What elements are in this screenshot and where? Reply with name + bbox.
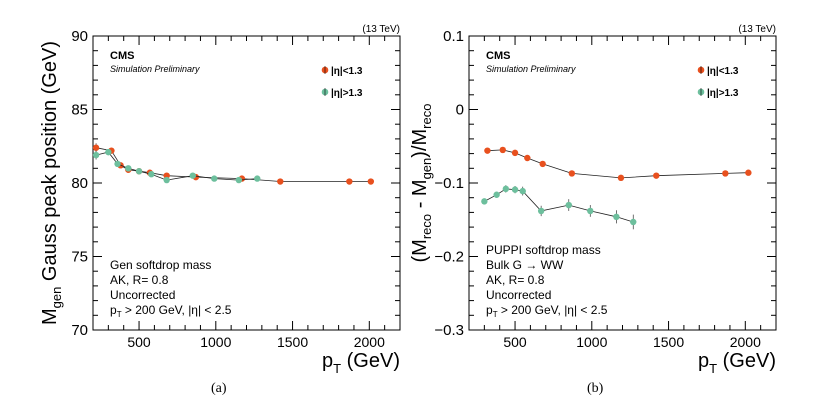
data-point: [499, 146, 506, 154]
y-tick-label: 0: [456, 102, 464, 119]
data-point: [493, 191, 500, 198]
annotation: pT > 200 GeV, |η| < 2.5: [486, 303, 608, 319]
energy-label: (13 TeV): [738, 24, 776, 35]
y-tick-label: 80: [71, 175, 88, 192]
y-tick-label: 0.1: [443, 28, 464, 45]
data-point: [745, 169, 752, 176]
data-point: [630, 218, 637, 226]
cms-label: CMS: [486, 50, 510, 62]
annotation: AK, R= 0.8: [110, 273, 169, 287]
series-line: [487, 149, 749, 179]
series-line: [484, 188, 634, 223]
x-tick-label: 1500: [653, 334, 684, 350]
data-point: [613, 213, 620, 221]
data-point: [537, 207, 545, 215]
data-point: [346, 178, 353, 185]
data-point: [653, 172, 660, 179]
y-tick-label: 85: [71, 102, 88, 119]
y-tick-label: 75: [71, 249, 88, 266]
cms-label: CMS: [110, 50, 134, 62]
series-0: [484, 146, 752, 182]
annotation: Uncorrected: [486, 288, 551, 302]
x-tick-label: 2000: [730, 334, 761, 350]
annotation: Bulk G → WW: [486, 258, 564, 272]
data-point: [484, 147, 491, 154]
x-tick-label: 1000: [576, 334, 607, 350]
data-point: [92, 151, 100, 159]
figure: 500 1000 1500 2000 70 75 80 85 90 (13 TeV) CMS Simu…: [39, 24, 777, 376]
data-point: [163, 172, 170, 179]
data-point: [105, 148, 112, 156]
data-point: [617, 174, 625, 182]
data-point: [148, 170, 155, 178]
data-point: [211, 175, 218, 182]
data-point: [367, 178, 375, 185]
data-point: [189, 172, 196, 179]
data-point: [568, 170, 576, 177]
y-tick-label: −0.3: [434, 322, 464, 339]
x-axis-title: pT (GeV): [322, 350, 400, 376]
energy-label: (13 TeV): [362, 24, 400, 35]
y-tick-label: 70: [71, 322, 88, 339]
simulation-label: Simulation Preliminary: [110, 64, 200, 74]
data-point: [254, 175, 261, 182]
x-tick-label: 1000: [200, 334, 231, 350]
data-point: [519, 187, 526, 195]
data-point: [235, 176, 243, 184]
legend-label: |η|<1.3: [707, 66, 739, 77]
data-point: [511, 186, 519, 193]
data-point: [587, 207, 594, 215]
series-1: [481, 185, 637, 230]
data-point: [502, 185, 510, 193]
y-tick-label: −0.2: [434, 249, 464, 266]
panel-b-caption: (b): [587, 381, 604, 396]
data-point: [539, 160, 546, 168]
y-tick-label: −0.1: [434, 175, 464, 192]
series-line: [96, 147, 371, 182]
x-tick-label: 2000: [354, 334, 385, 350]
data-point: [135, 168, 143, 175]
data-point: [114, 160, 121, 168]
series-0: [92, 143, 375, 185]
annotation: Uncorrected: [110, 288, 175, 302]
x-tick-label: 500: [503, 334, 527, 350]
annotation: Gen softdrop mass: [110, 258, 211, 272]
y-tick-label: 90: [71, 28, 88, 45]
data-point: [481, 198, 488, 205]
data-point: [565, 201, 572, 209]
data-point: [92, 144, 100, 151]
x-tick-label: 1500: [277, 334, 308, 350]
data-point: [722, 170, 729, 177]
legend-label: |η|>1.3: [331, 88, 363, 99]
panel-a-caption: (a): [211, 381, 227, 396]
legend-label: |η|<1.3: [331, 66, 363, 77]
y-axis-title: Mgen Gauss peak position (GeV): [39, 41, 64, 325]
simulation-label: Simulation Preliminary: [486, 64, 576, 74]
annotation: AK, R= 0.8: [486, 273, 545, 287]
data-point: [163, 176, 170, 184]
data-point: [524, 154, 531, 162]
x-axis-title: pT (GeV): [698, 350, 776, 376]
legend-label: |η|>1.3: [707, 88, 739, 99]
series-1: [92, 148, 261, 184]
panel-a: 500 1000 1500 2000 70 75 80 85 90 (13 TeV) CMS Simu…: [39, 24, 401, 376]
y-axis-title: (Mreco - Mgen)/Mreco: [409, 104, 434, 263]
panel-b: 500 1000 1500 2000 −0.3 −0.2 −0.1 0 0.1 (13 TeV) C…: [409, 24, 777, 376]
data-point: [277, 178, 284, 185]
x-tick-label: 500: [127, 334, 151, 350]
annotation: pT > 200 GeV, |η| < 2.5: [110, 303, 232, 319]
data-point: [125, 165, 132, 172]
data-point: [511, 149, 519, 157]
annotation: PUPPI softdrop mass: [486, 243, 601, 257]
